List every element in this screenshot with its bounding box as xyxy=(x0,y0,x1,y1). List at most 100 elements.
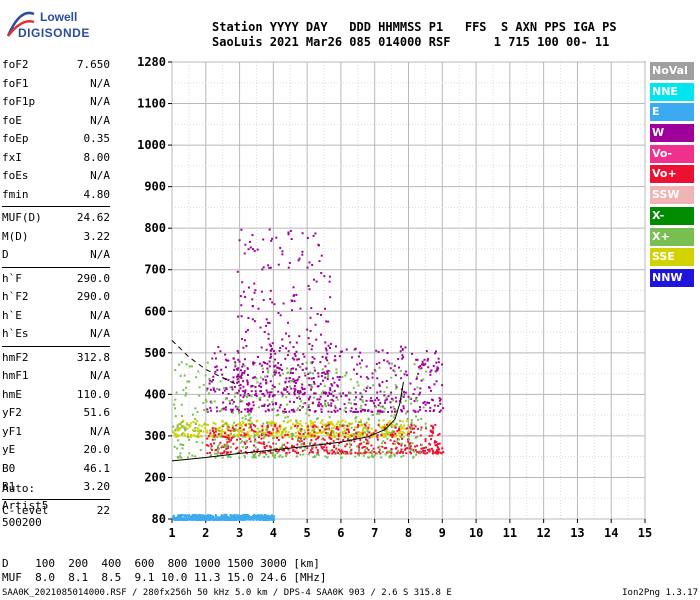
echo-point xyxy=(298,435,301,438)
echo-point xyxy=(217,448,220,451)
echo-point xyxy=(378,361,381,364)
echo-point xyxy=(335,423,338,426)
echo-point xyxy=(315,446,318,449)
echo-point xyxy=(355,431,358,434)
echo-point xyxy=(301,250,304,253)
echo-point xyxy=(212,515,215,518)
echo-point xyxy=(272,436,275,439)
echo-point xyxy=(238,518,241,521)
echo-point xyxy=(292,410,295,413)
echo-point xyxy=(353,428,356,431)
echo-point xyxy=(242,390,245,393)
echo-point xyxy=(380,434,383,437)
echo-point xyxy=(239,429,242,432)
echo-point xyxy=(233,514,236,517)
echo-point xyxy=(405,452,408,455)
echo-point xyxy=(257,436,260,439)
echo-point xyxy=(369,386,372,389)
echo-point xyxy=(271,516,274,519)
echo-point xyxy=(417,410,420,413)
echo-point xyxy=(190,518,193,521)
echo-point xyxy=(214,429,217,432)
echo-point xyxy=(332,427,335,430)
echo-point xyxy=(292,449,295,452)
echo-point xyxy=(290,444,293,447)
echo-point xyxy=(307,453,310,456)
echo-point xyxy=(233,513,236,516)
echo-point xyxy=(385,386,388,389)
echo-point xyxy=(341,376,344,379)
echo-point xyxy=(267,434,270,437)
echo-point xyxy=(432,432,435,435)
echo-point xyxy=(232,514,235,517)
header-values: SaoLuis 2021 Mar26 085 014000 RSF 1 715 … xyxy=(212,35,610,49)
echo-point xyxy=(246,513,249,516)
echo-point xyxy=(179,514,182,517)
echo-point xyxy=(265,389,268,392)
echo-point xyxy=(229,446,232,449)
echo-point xyxy=(411,442,414,445)
echo-point xyxy=(255,395,258,398)
echo-point xyxy=(358,454,361,457)
echo-point xyxy=(328,452,331,455)
echo-point xyxy=(199,517,202,520)
echo-point xyxy=(346,432,349,435)
echo-point xyxy=(247,435,250,438)
echo-point xyxy=(348,398,351,401)
echo-point xyxy=(257,515,260,518)
parameter-value: N/A xyxy=(90,76,110,90)
echo-point xyxy=(232,376,235,379)
echo-point xyxy=(283,410,286,413)
echo-point xyxy=(246,516,249,519)
echo-point xyxy=(242,346,245,349)
parameter-row: yF2 51.6 xyxy=(2,404,110,423)
echo-point xyxy=(307,424,310,427)
echo-point xyxy=(327,421,330,424)
echo-point xyxy=(401,420,404,423)
echo-point xyxy=(261,268,264,271)
echo-point xyxy=(186,436,189,439)
echo-point xyxy=(231,426,234,429)
echo-point xyxy=(243,518,246,521)
echo-point xyxy=(364,426,367,429)
parameter-row: D N/A xyxy=(2,246,110,265)
echo-point xyxy=(242,380,245,383)
echo-point xyxy=(381,349,384,352)
echo-point xyxy=(272,516,275,519)
echo-point xyxy=(332,451,335,454)
echo-point xyxy=(339,425,342,428)
echo-point xyxy=(252,454,255,457)
echo-point xyxy=(275,369,278,372)
echo-point xyxy=(274,424,277,427)
echo-point xyxy=(348,446,351,449)
echo-point xyxy=(194,418,197,421)
echo-point xyxy=(223,389,226,392)
echo-point xyxy=(398,428,401,431)
echo-point xyxy=(263,516,266,519)
echo-point xyxy=(219,441,222,444)
echo-point xyxy=(357,423,360,426)
echo-point xyxy=(386,351,389,354)
echo-point xyxy=(219,410,222,413)
echo-point xyxy=(279,346,282,349)
echo-point xyxy=(375,406,378,409)
echo-point xyxy=(293,294,296,297)
echo-point xyxy=(189,516,192,519)
echo-point xyxy=(220,432,223,435)
echo-point xyxy=(301,383,304,386)
echo-point xyxy=(268,266,271,269)
echo-point xyxy=(278,425,281,428)
echo-point xyxy=(278,455,281,458)
echo-point xyxy=(174,433,177,436)
echo-point xyxy=(313,434,316,437)
echo-point xyxy=(285,347,288,350)
echo-point xyxy=(287,266,290,269)
echo-point xyxy=(281,435,284,438)
echo-point xyxy=(227,451,230,454)
echo-point xyxy=(367,456,370,459)
echo-point xyxy=(266,424,269,427)
echo-point xyxy=(286,385,289,388)
echo-point xyxy=(310,377,313,380)
echo-point xyxy=(240,518,243,521)
echo-point xyxy=(206,389,209,392)
